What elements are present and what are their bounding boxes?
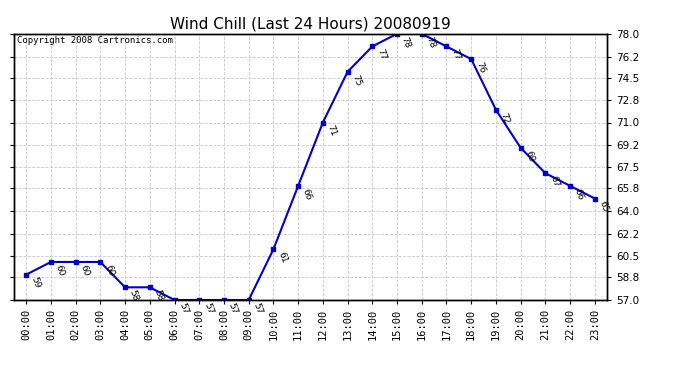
Text: 60: 60 bbox=[79, 263, 91, 277]
Text: 69: 69 bbox=[524, 149, 536, 163]
Text: 57: 57 bbox=[202, 302, 215, 315]
Text: 59: 59 bbox=[29, 276, 41, 290]
Text: 78: 78 bbox=[424, 35, 437, 49]
Text: 66: 66 bbox=[301, 187, 313, 201]
Text: 57: 57 bbox=[227, 302, 239, 315]
Text: 77: 77 bbox=[449, 48, 462, 62]
Text: 65: 65 bbox=[598, 200, 610, 214]
Text: 66: 66 bbox=[573, 187, 585, 201]
Text: 60: 60 bbox=[103, 263, 115, 277]
Text: 78: 78 bbox=[400, 35, 412, 49]
Text: 57: 57 bbox=[177, 302, 190, 315]
Text: 58: 58 bbox=[152, 289, 165, 303]
Text: 61: 61 bbox=[276, 251, 288, 264]
Text: 72: 72 bbox=[499, 111, 511, 125]
Title: Wind Chill (Last 24 Hours) 20080919: Wind Chill (Last 24 Hours) 20080919 bbox=[170, 16, 451, 31]
Text: Copyright 2008 Cartronics.com: Copyright 2008 Cartronics.com bbox=[17, 36, 172, 45]
Text: 67: 67 bbox=[548, 175, 560, 189]
Text: 60: 60 bbox=[54, 263, 66, 277]
Text: 76: 76 bbox=[474, 60, 486, 74]
Text: 77: 77 bbox=[375, 48, 388, 62]
Text: 58: 58 bbox=[128, 289, 140, 303]
Text: 57: 57 bbox=[251, 302, 264, 315]
Text: 75: 75 bbox=[351, 73, 363, 87]
Text: 71: 71 bbox=[326, 124, 338, 138]
